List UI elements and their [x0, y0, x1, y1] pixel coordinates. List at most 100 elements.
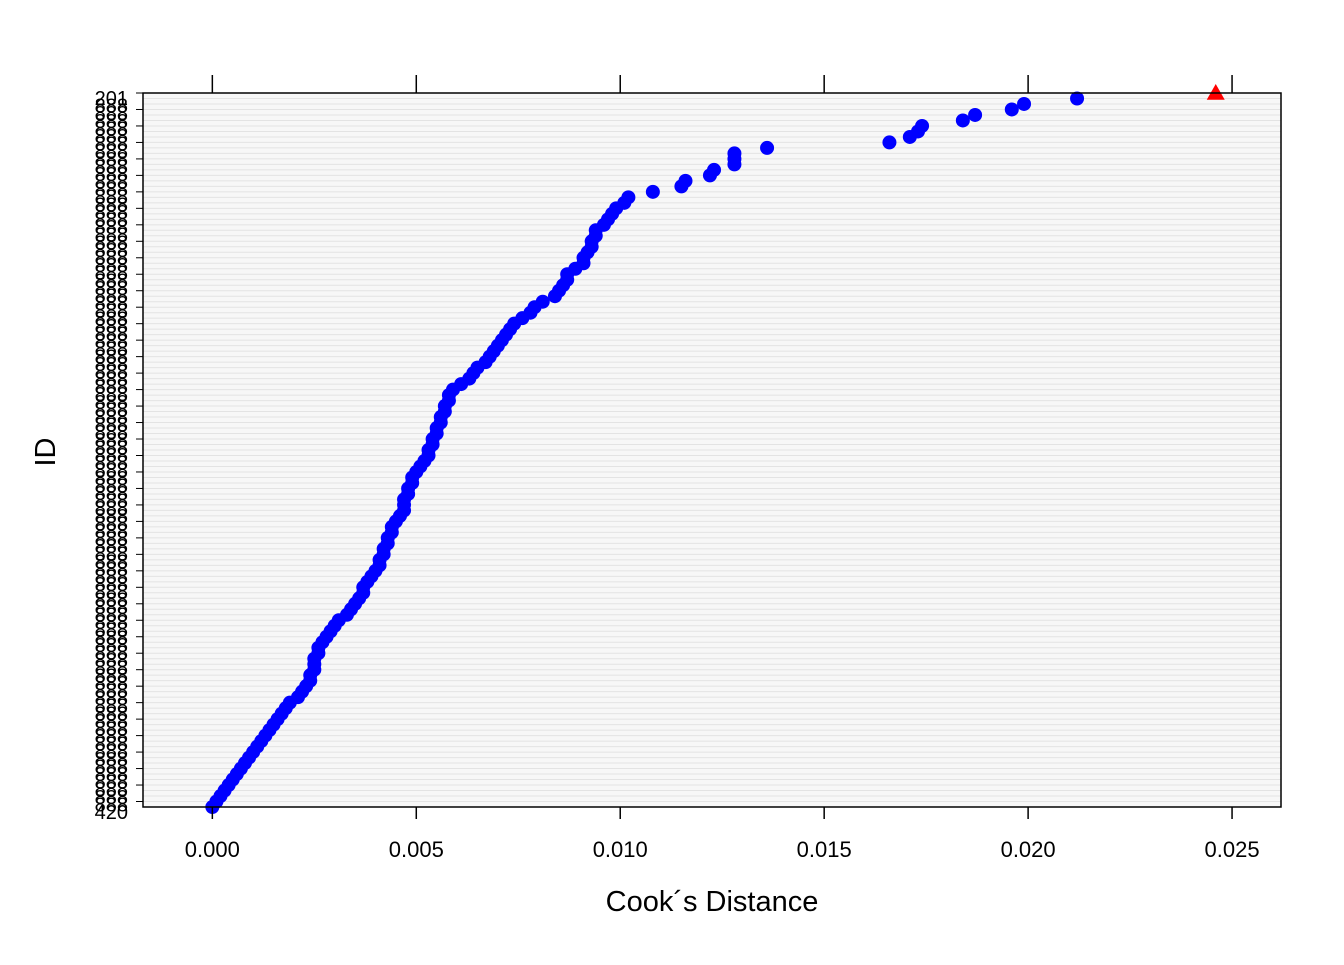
y-tick-label: 888	[95, 445, 128, 467]
y-tick-label: 888	[95, 779, 128, 801]
data-points	[205, 84, 1225, 814]
y-tick-label: 888	[95, 361, 128, 383]
y-tick-label: 888	[95, 772, 128, 794]
y-tick-label: 888	[95, 202, 128, 224]
y-tick-label: 888	[95, 430, 128, 452]
y-tick-label: 888	[95, 301, 128, 323]
data-point	[674, 179, 689, 194]
data-point	[968, 107, 983, 122]
data-point	[547, 289, 562, 304]
y-tick-label: 888	[95, 141, 128, 163]
y-tick-label: 888	[95, 741, 128, 763]
y-tick-label: 888	[95, 255, 128, 277]
data-point	[645, 184, 660, 199]
y-tick-label: 888	[95, 718, 128, 740]
y-tick-label: 888	[95, 627, 128, 649]
y-tick-label: 888	[95, 529, 128, 551]
y-tick-label: 888	[95, 665, 128, 687]
y-tick-label: 888	[95, 331, 128, 353]
y-tick-label: 888	[95, 635, 128, 657]
y-tick-label: 888	[95, 308, 128, 330]
y-tick-label: 888	[95, 118, 128, 140]
y-tick-label: 888	[95, 156, 128, 178]
y-tick-label: 888	[95, 210, 128, 232]
y-tick-label: 201	[95, 88, 128, 110]
y-tick-label: 888	[95, 354, 128, 376]
y-tick-label: 888	[95, 468, 128, 490]
data-point	[955, 113, 970, 128]
y-tick-label: 888	[95, 232, 128, 254]
y-tick-label: 888	[95, 673, 128, 695]
y-tick-label: 888	[95, 620, 128, 642]
y-tick-label: 888	[95, 384, 128, 406]
data-point	[1004, 102, 1019, 117]
y-tick-label: 888	[95, 703, 128, 725]
data-point	[702, 168, 717, 183]
y-tick-label: 888	[95, 475, 128, 497]
y-tick-label: 888	[95, 612, 128, 634]
y-tick-label: 888	[95, 96, 128, 118]
y-tick-label: 888	[95, 658, 128, 680]
y-tick-label: 888	[95, 149, 128, 171]
y-tick-label: 888	[95, 422, 128, 444]
y-tick-label: 888	[95, 650, 128, 672]
y-tick-label: 888	[95, 513, 128, 535]
y-tick-label: 888	[95, 787, 128, 809]
y-tick-label: 888	[95, 346, 128, 368]
y-tick-label: 888	[95, 453, 128, 475]
y-tick-label: 888	[95, 339, 128, 361]
x-tick-label: 0.015	[797, 837, 852, 862]
y-tick-label: 888	[95, 415, 128, 437]
x-tick-label: 0.010	[593, 837, 648, 862]
y-tick-label: 888	[95, 711, 128, 733]
y-tick-label: 888	[95, 323, 128, 345]
y-tick-label: 888	[95, 764, 128, 786]
y-axis-title: ID	[30, 438, 62, 467]
y-tick-label: 888	[95, 544, 128, 566]
y-tick-label: 888	[95, 377, 128, 399]
y-tick-label: 888	[95, 399, 128, 421]
y-tick-label: 420	[95, 802, 128, 824]
y-tick-label: 888	[95, 407, 128, 429]
y-tick-label: 888	[95, 756, 128, 778]
y-tick-label: 888	[95, 240, 128, 262]
y-tick-label: 888	[95, 369, 128, 391]
y-tick-label: 888	[95, 278, 128, 300]
data-point	[902, 129, 917, 144]
y-tick-label: 888	[95, 582, 128, 604]
y-tick-label: 888	[95, 498, 128, 520]
y-tick-label: 888	[95, 597, 128, 619]
y-tick-label: 888	[95, 680, 128, 702]
x-axis-title: Cook´s Distance	[606, 886, 819, 918]
y-tick-label: 888	[95, 316, 128, 338]
y-tick-label: 888	[95, 126, 128, 148]
y-tick-label: 888	[95, 134, 128, 156]
y-tick-label: 888	[95, 491, 128, 513]
grid-lines	[143, 92, 1281, 808]
y-tick-label: 888	[95, 749, 128, 771]
y-tick-label: 888	[95, 270, 128, 292]
y-tick-label: 888	[95, 217, 128, 239]
y-tick-label: 888	[95, 567, 128, 589]
data-point	[727, 157, 742, 172]
y-tick-label: 888	[95, 179, 128, 201]
y-tick-label: 888	[95, 559, 128, 581]
y-tick-label: 888	[95, 172, 128, 194]
data-point	[760, 140, 775, 155]
y-tick-label: 888	[95, 164, 128, 186]
y-tick-label: 888	[95, 551, 128, 573]
y-tick-label: 888	[95, 293, 128, 315]
x-tick-label: 0.020	[1001, 837, 1056, 862]
data-point	[1070, 91, 1085, 106]
data-point	[882, 135, 897, 150]
y-tick-label: 888	[95, 103, 128, 125]
data-point-outlier	[1206, 84, 1225, 100]
y-tick-label: 888	[95, 392, 128, 414]
y-tick-label: 888	[95, 688, 128, 710]
y-tick-label: 888	[95, 642, 128, 664]
x-tick-label: 0.025	[1205, 837, 1260, 862]
x-axis: 0.000 0.005 0.010 0.015 0.020 0.025	[185, 75, 1260, 862]
y-tick-label: 888	[95, 187, 128, 209]
